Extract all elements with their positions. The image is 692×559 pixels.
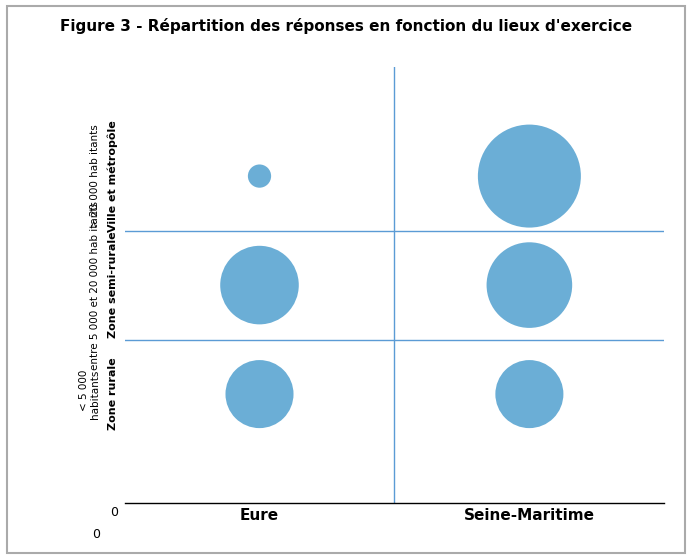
Point [254, 172, 265, 181]
Text: 0: 0 [109, 506, 118, 519]
Text: < 5 000
habitants: < 5 000 habitants [79, 369, 100, 419]
Text: Ville et métropôle: Ville et métropôle [107, 120, 118, 232]
Text: entre 5 000 et 20 000 hab itants: entre 5 000 et 20 000 hab itants [91, 201, 100, 369]
Text: Figure 3 - Répartition des réponses en fonction du lieux d'exercice: Figure 3 - Répartition des réponses en f… [60, 17, 632, 34]
Text: > 20 000 hab itants: > 20 000 hab itants [91, 124, 100, 228]
Text: 0: 0 [92, 528, 100, 541]
Point [524, 281, 535, 290]
Text: Zone rurale: Zone rurale [108, 358, 118, 430]
Point [524, 172, 535, 181]
Point [524, 390, 535, 399]
Point [254, 281, 265, 290]
Text: Zone semi-rurale: Zone semi-rurale [108, 232, 118, 338]
Point [254, 390, 265, 399]
